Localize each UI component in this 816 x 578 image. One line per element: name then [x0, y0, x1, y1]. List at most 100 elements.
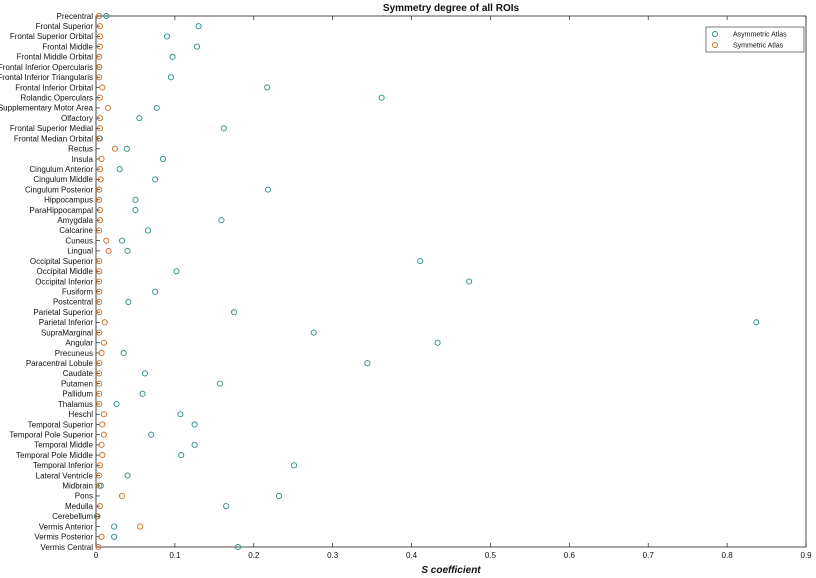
- y-tick-label: Parietal Superior: [33, 308, 93, 317]
- point-symmetric-atlas: [96, 196, 103, 203]
- point-symmetric-atlas: [96, 462, 103, 469]
- point-asymmetric-atlas: [191, 421, 198, 428]
- point-symmetric-atlas: [96, 12, 103, 20]
- x-tick-label: 0.7: [643, 551, 655, 560]
- point-symmetric-atlas: [96, 370, 103, 377]
- y-tick-label: Olfactory: [61, 114, 93, 123]
- y-tick-label: Cingulum Middle: [33, 175, 93, 184]
- point-symmetric-atlas: [94, 513, 101, 520]
- point-symmetric-atlas: [96, 268, 103, 275]
- y-tick-label: Vermis Central: [41, 543, 94, 552]
- y-tick-label: Temporal Pole Superior: [9, 430, 93, 439]
- point-asymmetric-atlas: [310, 329, 317, 336]
- point-asymmetric-atlas: [116, 166, 123, 173]
- y-tick-label: Rolandic Operculars: [21, 93, 93, 102]
- y-tick-label: Amygdala: [57, 216, 93, 225]
- point-asymmetric-atlas: [191, 441, 198, 448]
- point-symmetric-atlas: [96, 380, 103, 387]
- point-symmetric-atlas: [96, 503, 103, 510]
- point-asymmetric-atlas: [113, 400, 120, 408]
- point-symmetric-atlas: [101, 319, 108, 326]
- point-asymmetric-atlas: [163, 33, 171, 40]
- y-tick-label: Temporal Superior: [28, 420, 94, 429]
- point-asymmetric-atlas: [160, 155, 167, 163]
- y-tick-label: Precentral: [57, 12, 94, 21]
- y-tick-label: Frontal Superior: [36, 22, 94, 31]
- point-asymmetric-atlas: [141, 370, 148, 377]
- y-tick-label: Temporal Middle: [34, 441, 93, 450]
- point-symmetric-atlas: [96, 227, 103, 234]
- x-axis-label: S coefficient: [421, 565, 481, 576]
- point-symmetric-atlas: [96, 400, 103, 408]
- point-asymmetric-atlas: [364, 360, 371, 367]
- point-symmetric-atlas: [96, 186, 103, 193]
- point-asymmetric-atlas: [125, 298, 132, 305]
- x-tick-label: 0.5: [485, 551, 497, 560]
- point-asymmetric-atlas: [123, 145, 130, 152]
- point-symmetric-atlas: [96, 258, 103, 265]
- y-tick-label: Angular: [65, 339, 93, 348]
- x-tick-label: 0.2: [248, 551, 260, 560]
- y-tick-label: Vermis Anterior: [39, 522, 94, 531]
- point-asymmetric-atlas: [152, 288, 159, 295]
- point-asymmetric-atlas: [264, 186, 272, 193]
- point-asymmetric-atlas: [152, 176, 159, 183]
- point-asymmetric-atlas: [124, 247, 131, 254]
- point-asymmetric-atlas: [466, 278, 473, 285]
- point-symmetric-atlas: [98, 441, 105, 448]
- point-symmetric-atlas: [96, 64, 103, 71]
- point-asymmetric-atlas: [275, 492, 283, 499]
- y-tick-label: Occipital Superior: [30, 257, 93, 266]
- point-asymmetric-atlas: [167, 74, 174, 81]
- legend: Asymmetric Atlas Symmetric Atlas: [705, 26, 805, 53]
- y-tick-label: Lingual: [67, 247, 93, 256]
- point-asymmetric-atlas: [193, 43, 201, 50]
- point-symmetric-atlas: [96, 472, 103, 479]
- point-asymmetric-atlas: [434, 339, 441, 346]
- x-axis: 0 0.1 0.2 0.3 0.4 0.5 0.6 0.7 0.8 0.9: [94, 16, 812, 560]
- point-asymmetric-atlas: [111, 533, 118, 540]
- legend-marker-symmetric: [711, 41, 719, 49]
- y-tick-label: Cingulum Posterior: [25, 185, 93, 194]
- y-tick-label: Occipital Inferior: [35, 277, 93, 286]
- point-symmetric-atlas: [98, 349, 105, 357]
- point-asymmetric-atlas: [234, 543, 242, 551]
- point-asymmetric-atlas: [173, 268, 180, 275]
- point-asymmetric-atlas: [139, 390, 146, 397]
- point-symmetric-atlas: [104, 104, 111, 111]
- y-tick-label: Cerebellum: [52, 512, 93, 521]
- point-asymmetric-atlas: [264, 84, 271, 91]
- point-asymmetric-atlas: [118, 237, 126, 244]
- y-tick-label: Thalamus: [58, 400, 93, 409]
- point-symmetric-atlas: [96, 74, 103, 81]
- point-asymmetric-atlas: [753, 319, 760, 326]
- point-symmetric-atlas: [96, 329, 103, 336]
- point-asymmetric-atlas: [148, 431, 155, 438]
- point-symmetric-atlas: [96, 309, 103, 316]
- point-symmetric-atlas: [96, 94, 103, 101]
- y-tick-label: Cingulum Anterior: [29, 165, 93, 174]
- y-tick-label: Vermis Posterior: [34, 533, 93, 542]
- point-asymmetric-atlas: [132, 206, 139, 214]
- y-tick-label: Frontal Inferior Opercularis: [0, 63, 93, 72]
- point-symmetric-atlas: [98, 155, 105, 163]
- point-asymmetric-atlas: [195, 23, 202, 30]
- x-tick-label: 0.9: [800, 551, 812, 560]
- y-tick-label: Temporal Pole Middle: [16, 451, 93, 460]
- point-asymmetric-atlas: [178, 452, 185, 459]
- point-asymmetric-atlas: [153, 104, 160, 111]
- point-symmetric-atlas: [96, 115, 103, 122]
- point-asymmetric-atlas: [120, 349, 127, 357]
- point-symmetric-atlas: [99, 452, 106, 459]
- x-tick-label: 0.1: [169, 551, 181, 560]
- y-tick-label: ParaHippocampal: [29, 206, 93, 215]
- y-tick-label: Rectus: [68, 145, 93, 154]
- point-symmetric-atlas: [99, 421, 106, 428]
- y-tick-label: Cuneus: [65, 236, 93, 245]
- y-tick-label: Frontal Superior Orbital: [10, 32, 93, 41]
- y-tick-label: Frontal Superior Medial: [10, 124, 93, 133]
- point-symmetric-atlas: [137, 523, 144, 530]
- y-tick-label: Frontal Inferior Orbital: [15, 83, 93, 92]
- chart-title: Symmetry degree of all ROIs: [383, 3, 520, 14]
